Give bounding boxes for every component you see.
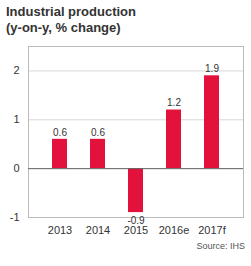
- svg-text:1: 1: [13, 113, 19, 125]
- html-text:(y-on-y, % change): (y-on-y, % change): [6, 20, 121, 35]
- html-text:Industrial production: Industrial production: [6, 4, 136, 19]
- svg-text:-0.9: -0.9: [127, 215, 145, 226]
- svg-text:0.6: 0.6: [91, 127, 105, 138]
- svg-text:2013: 2013: [48, 224, 72, 236]
- svg-text:0.6: 0.6: [53, 127, 67, 138]
- svg-text:2017f: 2017f: [198, 224, 226, 236]
- svg-text:1.2: 1.2: [167, 97, 181, 108]
- svg-text:2016e: 2016e: [159, 224, 190, 236]
- svg-text:-1: -1: [10, 211, 20, 223]
- svg-text:2015: 2015: [124, 224, 148, 236]
- svg-text:0: 0: [13, 162, 19, 174]
- svg-text:1.9: 1.9: [205, 63, 219, 74]
- svg-text:2: 2: [13, 64, 19, 76]
- svg-text:2014: 2014: [86, 224, 110, 236]
- html-text:Source: IHS: Source: IHS: [196, 241, 245, 251]
